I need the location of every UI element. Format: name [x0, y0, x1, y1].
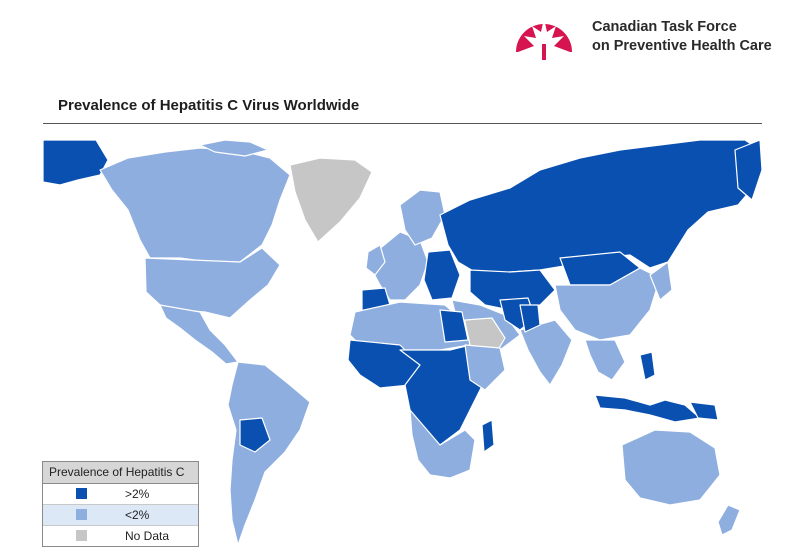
region-central-asia — [469, 269, 556, 311]
region-uk — [365, 244, 386, 276]
title-divider — [43, 123, 762, 124]
region-pakistan — [519, 304, 541, 333]
legend-label-nodata: No Data — [125, 529, 170, 543]
region-canada-islands — [199, 139, 269, 157]
legend-label-low: <2% — [125, 508, 150, 522]
region-mexico — [159, 304, 239, 365]
legend-swatch-high — [76, 488, 87, 499]
region-europe-east — [423, 249, 461, 301]
task-force-logo — [516, 18, 572, 60]
map-title: Prevalence of Hepatitis C Virus Worldwid… — [58, 97, 360, 114]
region-canada — [99, 147, 291, 263]
region-korea-japan — [649, 261, 673, 301]
region-scandinavia — [399, 189, 446, 246]
map-legend: Prevalence of Hepatitis C >2% <2% No Dat… — [42, 461, 199, 547]
region-china — [554, 267, 661, 341]
region-africa-south — [409, 409, 476, 479]
region-alaska — [42, 139, 109, 186]
region-kamchatka — [734, 139, 763, 201]
region-philippines — [639, 351, 656, 381]
region-new-zealand — [717, 504, 741, 536]
region-australia — [621, 429, 721, 506]
world-map — [42, 139, 763, 546]
organization-name-line2: on Preventive Health Care — [592, 38, 772, 54]
legend-label-high: >2% — [125, 487, 150, 501]
region-bolivia — [239, 417, 271, 453]
organization-name: Canadian Task Force on Preventive Health… — [592, 18, 772, 56]
region-egypt — [439, 309, 469, 343]
legend-title: Prevalence of Hepatitis C — [43, 462, 198, 484]
legend-item-nodata: No Data — [43, 525, 198, 546]
region-southeast-asia — [584, 339, 626, 381]
region-madagascar — [481, 419, 495, 453]
region-india — [519, 319, 573, 386]
region-usa — [144, 247, 281, 319]
legend-item-low: <2% — [43, 504, 198, 525]
region-indonesia — [594, 394, 701, 423]
legend-swatch-nodata — [76, 530, 87, 541]
organization-name-line1: Canadian Task Force — [592, 19, 737, 35]
region-south-america — [227, 361, 311, 546]
region-png — [689, 401, 719, 421]
region-africa-east — [464, 344, 506, 391]
region-greenland — [289, 157, 373, 243]
legend-swatch-low — [76, 509, 87, 520]
legend-item-high: >2% — [43, 484, 198, 504]
